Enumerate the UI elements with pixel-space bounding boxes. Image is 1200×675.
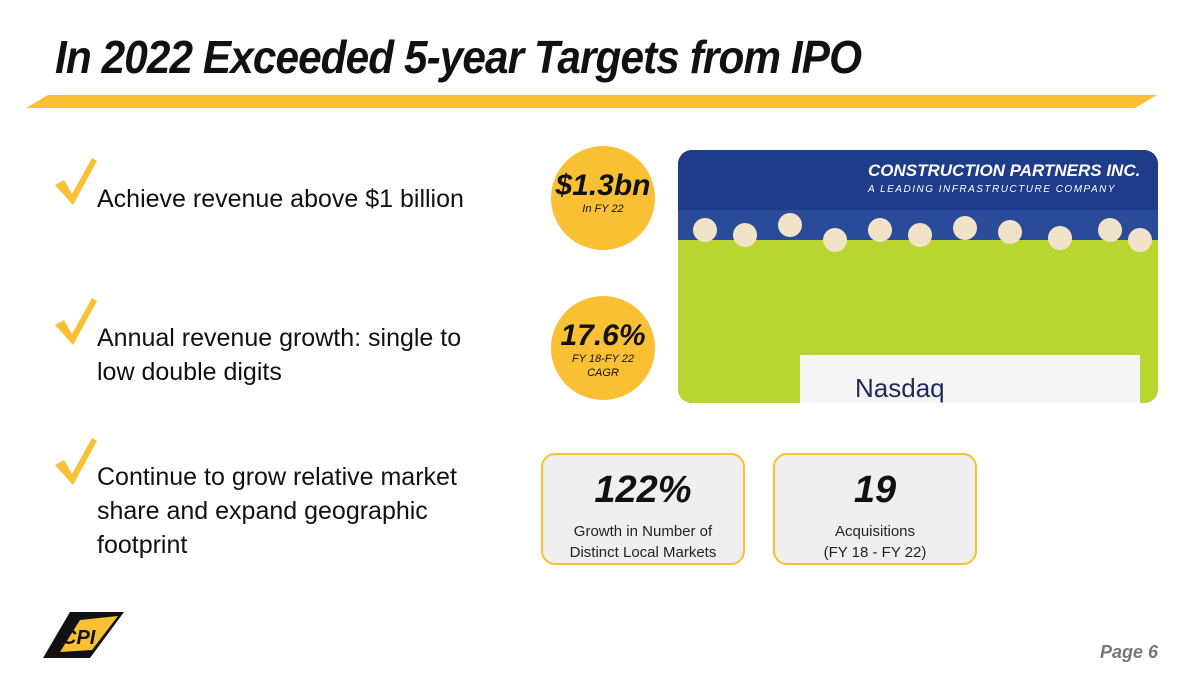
stat-value: $1.3bn xyxy=(555,169,651,202)
stat-box: 19 Acquisitions (FY 18 - FY 22) xyxy=(773,453,977,565)
bullet-line: Achieve revenue above $1 billion xyxy=(97,185,464,213)
stat-value: 122% xyxy=(594,469,692,511)
checkmarks xyxy=(55,158,97,485)
bullet: Continue to grow relative market share an… xyxy=(97,460,457,562)
stat-caption: Acquisitions (FY 18 - FY 22) xyxy=(775,521,975,563)
stat-circle: $1.3bn In FY 22 xyxy=(551,146,655,250)
title-underline xyxy=(26,95,1157,108)
caption-line: (FY 18 - FY 22) xyxy=(823,544,927,561)
caption-line: Growth in Number of xyxy=(573,523,713,540)
stat-caption: In FY 22 xyxy=(582,203,624,215)
page-number: Page 6 xyxy=(1099,642,1158,662)
photo-podium: Nasdaq xyxy=(855,373,945,403)
bullet-line: footprint xyxy=(97,531,188,559)
caption-line: Acquisitions xyxy=(834,523,916,540)
photo xyxy=(678,150,1158,403)
bullet-line: Annual revenue growth: single to xyxy=(97,324,462,352)
stat-caption: CAGR xyxy=(587,367,619,379)
logo-text: CPI xyxy=(62,627,96,649)
stat-caption: FY 18-FY 22 xyxy=(572,353,634,365)
stat-value: 17.6% xyxy=(560,319,646,352)
stat-caption: Growth in Number of Distinct Local Market… xyxy=(543,521,743,563)
photo-tagline: A LEADING INFRASTRUCTURE COMPANY xyxy=(867,184,1116,195)
checkmark xyxy=(55,298,97,345)
bullet: Achieve revenue above $1 billion xyxy=(97,182,464,216)
checkmark xyxy=(55,158,97,205)
logo: CPI xyxy=(43,612,124,658)
stat-circle: 17.6% FY 18-FY 22 CAGR xyxy=(551,296,655,400)
photo-banner: CONSTRUCTION PARTNERS INC. xyxy=(868,161,1140,180)
bullet-line: Continue to grow relative market xyxy=(97,463,457,491)
title: In 2022 Exceeded 5-year Targets from IPO xyxy=(55,31,862,83)
bullet-line: share and expand geographic xyxy=(97,497,428,525)
stat-box: 122% Growth in Number of Distinct Local M… xyxy=(541,453,745,565)
checkmark xyxy=(55,438,97,485)
bullet-line: low double digits xyxy=(97,358,282,386)
bullet: Annual revenue growth: single to low doub… xyxy=(97,321,461,389)
stat-value: 19 xyxy=(853,469,897,511)
caption-line: Distinct Local Markets xyxy=(569,544,717,561)
